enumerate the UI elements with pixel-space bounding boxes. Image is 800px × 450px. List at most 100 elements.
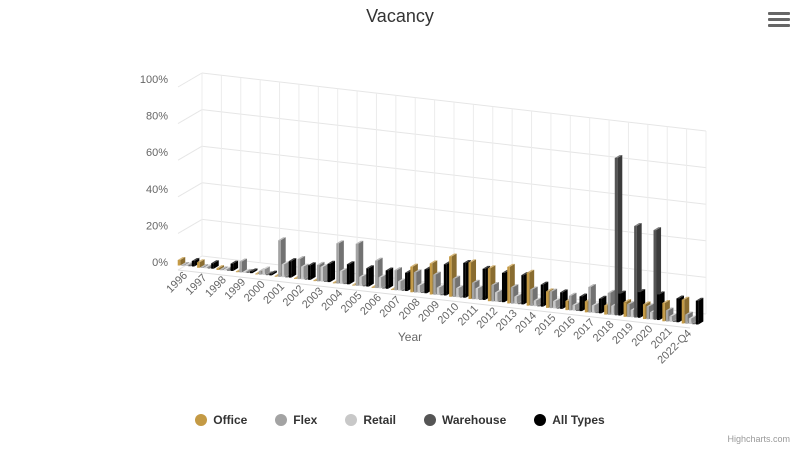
bar-front-face	[443, 264, 447, 296]
bar-front-face	[669, 316, 672, 322]
bar-front-face	[463, 262, 466, 298]
bar-front-face	[537, 305, 540, 307]
bar-top-face	[359, 273, 367, 277]
legend-item-warehouse[interactable]: Warehouse	[424, 413, 506, 427]
legend-symbol	[534, 414, 547, 426]
bar-side-face	[330, 260, 336, 283]
bar-all-types	[308, 262, 316, 280]
bar-front-face	[452, 278, 456, 297]
bar-front-face	[637, 292, 641, 318]
bar-front-face	[436, 287, 440, 295]
bar-top-face	[281, 261, 290, 265]
bar-front-face	[274, 275, 278, 277]
bar-top-face	[265, 271, 274, 275]
bar-flex	[355, 240, 364, 286]
bar-front-face	[653, 230, 657, 320]
bar-side-face	[213, 260, 219, 269]
bar-front-face	[568, 295, 572, 311]
bar-top-face	[417, 282, 425, 286]
bar-top-face	[242, 268, 251, 272]
bar-top-face	[662, 299, 670, 303]
credits-link[interactable]: Highcharts.com	[727, 434, 790, 444]
bar-front-face	[352, 284, 355, 286]
bar-top-face	[560, 289, 568, 293]
bar-front-face	[323, 281, 327, 282]
bar-retail	[553, 298, 561, 309]
bar-front-face	[634, 226, 637, 318]
bar-top-face	[429, 260, 438, 264]
bar-top-face	[475, 285, 484, 289]
bar-front-face	[181, 264, 184, 266]
bar-top-face	[623, 299, 632, 303]
bar-all-types	[385, 267, 394, 289]
bar-top-face	[397, 278, 406, 282]
bar-retail	[359, 273, 367, 287]
bar-front-face	[646, 306, 650, 320]
bar-top-face	[510, 284, 519, 288]
bar-top-face	[177, 257, 186, 261]
bar-retail	[494, 289, 503, 302]
bar-front-face	[482, 268, 486, 300]
legend-item-office[interactable]: Office	[195, 413, 247, 427]
bar-front-face	[242, 271, 246, 273]
bar-all-types	[211, 260, 219, 269]
bar-front-face	[560, 292, 563, 309]
y-axis: 0% 20% 40% 60% 80% 100%	[140, 74, 168, 269]
bar-top-face	[278, 237, 286, 241]
bar-top-face	[614, 154, 623, 158]
bar-retail	[417, 282, 425, 293]
bar-side-face	[203, 264, 209, 268]
bar-top-face	[346, 261, 355, 265]
bar-front-face	[662, 302, 665, 322]
bar-top-face	[637, 289, 646, 293]
bar-side-face	[194, 257, 200, 267]
bar-front-face	[565, 300, 568, 311]
bar-front-face	[269, 273, 272, 276]
bar-side-face	[284, 261, 290, 278]
bar-front-face	[332, 282, 336, 284]
bar-front-face	[285, 276, 288, 278]
bar-front-face	[572, 305, 575, 311]
bar-side-face	[617, 154, 623, 316]
bar-top-face	[452, 275, 461, 279]
bar-front-face	[385, 270, 389, 289]
gridline-side	[177, 218, 203, 234]
bar-side-face	[361, 273, 367, 287]
bar-side-face	[439, 284, 445, 295]
bar-side-face	[310, 262, 316, 280]
bar-all-types	[191, 257, 200, 267]
bar-top-face	[598, 295, 607, 299]
bar-top-face	[288, 258, 297, 262]
bar-side-face	[222, 266, 228, 271]
bar-front-face	[366, 268, 369, 287]
chart-menu-button[interactable]	[768, 12, 790, 30]
bar-side-face	[671, 313, 677, 322]
bar-front-face	[468, 262, 472, 299]
bar-top-face	[618, 290, 626, 294]
bar-front-face	[258, 271, 262, 275]
bar-all-types	[695, 297, 704, 325]
bar-front-face	[456, 288, 459, 298]
bar-top-face	[249, 268, 258, 272]
bar-top-face	[262, 266, 270, 270]
bar-top-face	[181, 261, 189, 265]
bar-front-face	[424, 269, 427, 294]
bar-front-face	[475, 288, 479, 300]
bar-front-face	[546, 291, 549, 308]
hamburger-menu-icon[interactable]	[768, 12, 790, 27]
bar-top-face	[184, 262, 193, 266]
bar-top-face	[197, 259, 205, 263]
bar-front-face	[676, 298, 679, 323]
bar-front-face	[249, 271, 253, 274]
legend-label: Flex	[293, 413, 318, 427]
legend-item-flex[interactable]: Flex	[275, 413, 317, 427]
bar-office	[177, 257, 186, 266]
legend-label: Warehouse	[442, 413, 507, 427]
bar-front-face	[313, 280, 316, 282]
legend-item-all-types[interactable]: All Types	[534, 413, 605, 427]
legend-item-retail[interactable]: Retail	[345, 413, 396, 427]
bar-front-face	[397, 281, 401, 291]
bar-top-face	[494, 289, 503, 293]
bar-retail	[456, 285, 464, 298]
bar-side-face	[555, 298, 561, 309]
